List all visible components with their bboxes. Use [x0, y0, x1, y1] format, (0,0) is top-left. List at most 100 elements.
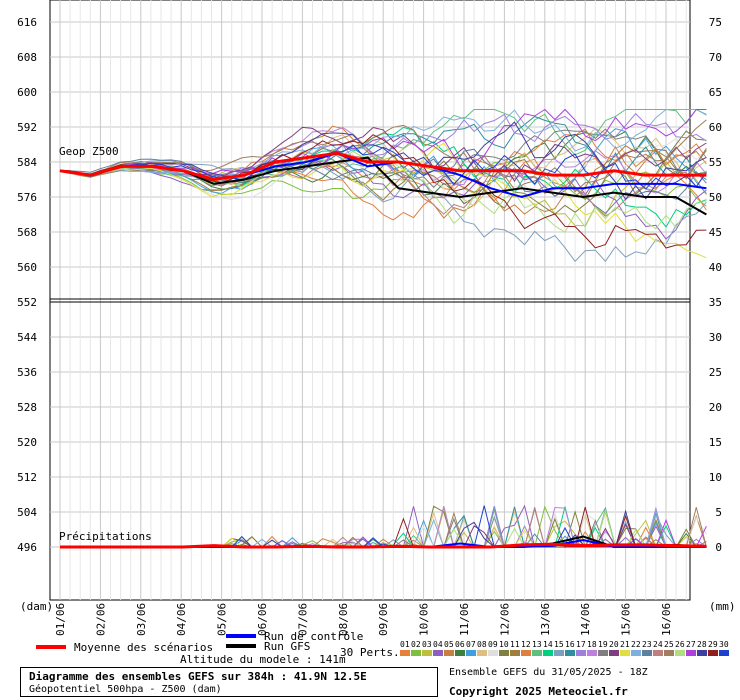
x-tick-label: 05/06 — [216, 603, 229, 636]
y-right-tick-label: 5 — [715, 506, 722, 519]
pert-legend-label: 05 — [444, 640, 454, 649]
pert-legend-label: 14 — [543, 640, 553, 649]
y-right-tick-label: 35 — [709, 296, 722, 309]
pert-legend-label: 20 — [609, 640, 619, 649]
pert-legend-label: 25 — [664, 640, 674, 649]
pert-legend-swatch — [499, 650, 509, 656]
pert-legend-swatch — [598, 650, 608, 656]
x-tick-label: 16/06 — [660, 603, 673, 636]
pert-legend-label: 29 — [708, 640, 718, 649]
x-tick-label: 09/06 — [377, 603, 390, 636]
pert-legend-swatch — [488, 650, 498, 656]
pert-legend-label: 12 — [521, 640, 531, 649]
pert-z500-line-04 — [59, 160, 707, 240]
y-right-tick-label: 30 — [709, 331, 722, 344]
pert-legend-label: 27 — [686, 640, 696, 649]
upper-panel-label: Geop Z500 — [59, 145, 119, 158]
y-right-tick-label: 70 — [709, 51, 722, 64]
legend-control-label: Run de contrôle — [264, 630, 363, 643]
x-tick-label: 13/06 — [539, 603, 552, 636]
y-left-tick-label: 608 — [17, 51, 37, 64]
pert-legend-swatch — [686, 650, 696, 656]
pert-z500-line-10 — [59, 130, 707, 215]
pert-legend-label: 24 — [653, 640, 663, 649]
y-left-tick-label: 536 — [17, 366, 37, 379]
pert-legend-swatch — [609, 650, 619, 656]
pert-legend-swatch — [400, 650, 410, 656]
x-tick-label: 10/06 — [418, 603, 431, 636]
pert-z500-line-28 — [59, 121, 707, 201]
pert-legend-swatch — [455, 650, 465, 656]
pert-z500-line-21 — [59, 142, 707, 259]
left-unit-label: (dam) — [20, 600, 53, 613]
pert-z500-line-26 — [59, 150, 707, 234]
pert-legend-swatch — [554, 650, 564, 656]
pert-legend-label: 10 — [499, 640, 509, 649]
pert-legend-label: 15 — [554, 640, 564, 649]
right-unit-label: (mm) — [709, 600, 736, 613]
ensemble-chart: 6166086005925845765685605525445365285205… — [17, 0, 736, 665]
pert-legend-label: 26 — [675, 640, 685, 649]
y-right-tick-label: 20 — [709, 401, 722, 414]
pert-legend-swatch — [620, 650, 630, 656]
plot-frame — [49, 0, 691, 601]
pert-legend-swatch — [510, 650, 520, 656]
pert-legend-swatch — [411, 650, 421, 656]
pert-legend-label: 01 — [400, 640, 410, 649]
pert-legend-label: 03 — [422, 640, 432, 649]
series-precip-line-0 — [60, 542, 707, 549]
perturbation-legend: 01 02 03 04 05 06 07 08 09 10 11 12 13 14 15 16 17 18 19 20… — [400, 640, 729, 656]
y-right-tick-label: 25 — [709, 366, 722, 379]
legend-gfs-label: Run GFS — [264, 640, 310, 653]
pert-legend-swatch — [642, 650, 652, 656]
y-right-tick-label: 50 — [709, 191, 722, 204]
pert-legend-swatch — [719, 650, 729, 656]
x-tick-label: 08/06 — [337, 603, 350, 636]
pert-legend-swatch — [521, 650, 531, 656]
y-left-tick-label: 504 — [17, 506, 37, 519]
pert-legend-swatch — [576, 650, 586, 656]
pert-legend-label: 06 — [455, 640, 465, 649]
pert-legend-label: 09 — [488, 640, 498, 649]
y-left-tick-label: 528 — [17, 401, 37, 414]
x-tick-label: 01/06 — [54, 603, 67, 636]
pert-legend-swatch — [675, 650, 685, 656]
x-tick-label: 12/06 — [498, 603, 511, 636]
pert-legend-swatch — [664, 650, 674, 656]
pert-legend-swatch — [708, 650, 718, 656]
x-tick-label: 11/06 — [458, 603, 471, 636]
y-left-ticks: 616 608 600 592 584 576 568 560 552 544 536 528 520 5… — [17, 16, 37, 554]
lower-panel-label: Précipitations — [59, 530, 152, 543]
pert-legend-swatch — [631, 650, 641, 656]
y-right-tick-label: 10 — [709, 471, 722, 484]
series-z500-line-0 — [59, 151, 707, 182]
x-tick-label: 14/06 — [579, 603, 592, 636]
y-right-tick-label: 60 — [709, 121, 722, 134]
pert-z500-line-15 — [59, 159, 707, 263]
chart-title: Diagramme des ensembles GEFS sur 384h : … — [29, 670, 367, 683]
y-left-tick-label: 496 — [17, 541, 37, 554]
ensemble-info: Ensemble GEFS du 31/05/2025 - 18Z — [449, 667, 648, 678]
y-right-tick-label: 65 — [709, 86, 722, 99]
y-left-tick-label: 512 — [17, 471, 37, 484]
legend-mean-label: Moyenne des scénarios — [74, 641, 213, 654]
pert-legend-swatch — [532, 650, 542, 656]
pert-legend-label: 08 — [477, 640, 487, 649]
pert-legend-swatch — [587, 650, 597, 656]
y-left-tick-label: 576 — [17, 191, 37, 204]
y-right-tick-label: 40 — [709, 261, 722, 274]
pert-legend-swatch — [422, 650, 432, 656]
pert-legend-swatch — [697, 650, 707, 656]
y-left-tick-label: 584 — [17, 156, 37, 169]
pert-legend-label: 21 — [620, 640, 630, 649]
y-right-tick-label: 15 — [709, 436, 722, 449]
pert-legend-label: 11 — [510, 640, 520, 649]
pert-legend-swatch — [466, 650, 476, 656]
pert-legend-label: 04 — [433, 640, 443, 649]
pert-legend-swatch — [653, 650, 663, 656]
y-right-tick-label: 0 — [715, 541, 722, 554]
x-tick-label: 02/06 — [94, 603, 107, 636]
pert-legend-swatch — [433, 650, 443, 656]
pert-z500-line-25 — [59, 119, 707, 193]
